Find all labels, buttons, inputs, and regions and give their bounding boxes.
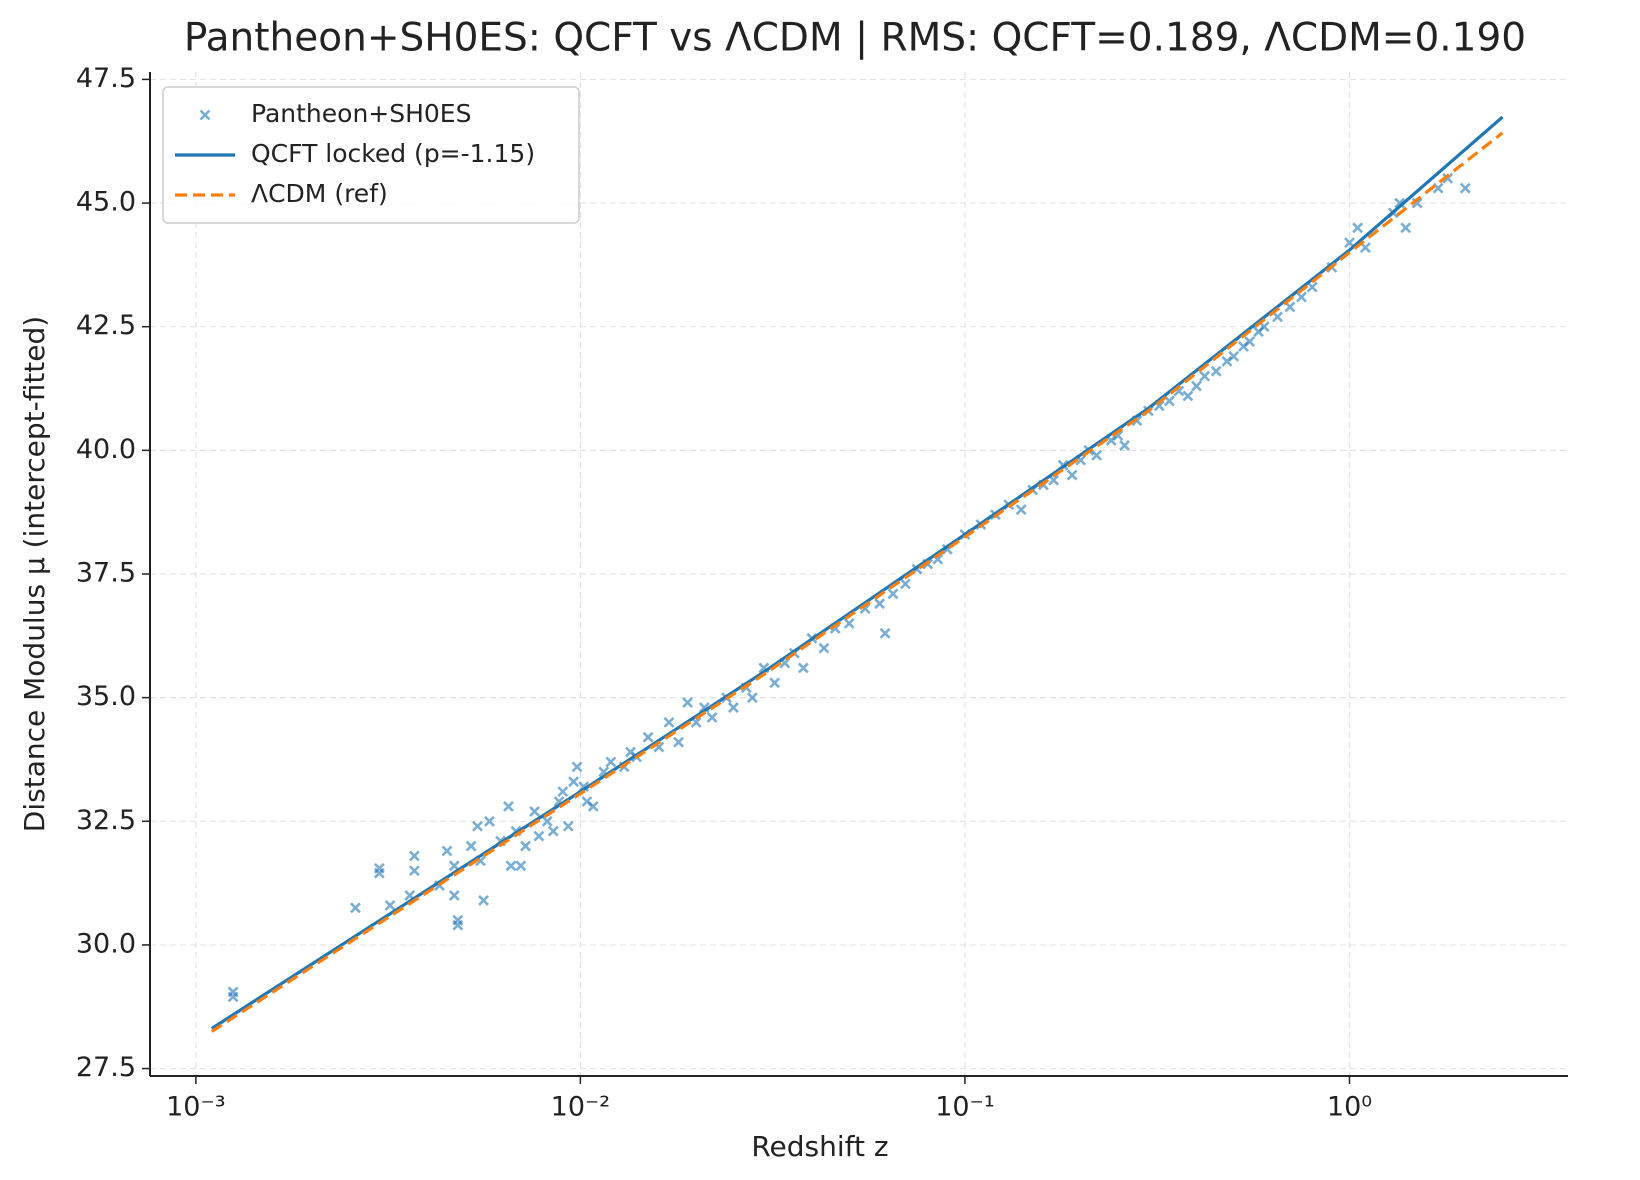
data-point — [887, 588, 899, 600]
data-point — [1066, 469, 1078, 481]
data-point — [478, 895, 489, 906]
data-point — [1272, 311, 1283, 323]
legend-marker — [199, 109, 211, 121]
data-point — [529, 805, 540, 817]
y-tick-label: 40.0 — [76, 434, 136, 465]
data-point — [541, 815, 553, 827]
data-point — [1359, 242, 1371, 253]
y-tick-label: 32.5 — [76, 805, 136, 836]
data-point — [408, 865, 420, 877]
data-point — [1191, 380, 1202, 392]
y-tick-label: 30.0 — [76, 928, 136, 959]
data-point — [568, 776, 579, 788]
data-point — [503, 801, 514, 812]
data-point — [520, 840, 531, 852]
data-point — [1228, 350, 1240, 362]
data-point — [1306, 281, 1318, 293]
data-point — [505, 860, 517, 872]
data-point — [557, 786, 569, 798]
data-point — [746, 692, 758, 704]
data-point — [797, 662, 809, 674]
data-point — [818, 642, 830, 654]
data-point — [1091, 449, 1103, 461]
data-point — [1394, 197, 1406, 209]
data-point — [547, 825, 559, 837]
data-point — [1015, 504, 1027, 516]
data-point — [562, 820, 574, 832]
y-tick-label: 45.0 — [76, 187, 136, 218]
data-point — [1244, 336, 1256, 347]
data-point — [727, 702, 739, 713]
data-point — [1199, 370, 1211, 382]
legend-box — [162, 86, 580, 224]
data-point — [587, 801, 599, 812]
data-point — [227, 991, 239, 1003]
x-tick-label: 10⁰ — [1327, 1092, 1372, 1123]
data-point — [1400, 222, 1412, 234]
data-point — [448, 890, 460, 901]
data-point — [1182, 390, 1194, 402]
data-point — [642, 731, 654, 743]
data-point — [879, 627, 891, 639]
data-point — [874, 598, 886, 610]
data-point — [533, 830, 545, 842]
y-tick-label: 35.0 — [76, 681, 136, 712]
data-point — [1296, 291, 1307, 303]
data-point — [1284, 301, 1296, 313]
data-point — [673, 736, 684, 748]
data-point — [1459, 182, 1471, 194]
data-point — [1210, 365, 1222, 377]
data-point — [899, 578, 911, 590]
y-tick-label: 37.5 — [76, 558, 136, 589]
data-point — [472, 820, 483, 832]
x-tick-label: 10⁻³ — [166, 1092, 225, 1123]
x-tick-label: 10⁻¹ — [935, 1092, 994, 1123]
x-axis-label: Redshift z — [751, 1130, 888, 1163]
x-tick-label: 10⁻² — [551, 1092, 610, 1123]
data-point — [571, 761, 583, 773]
chart-title: Pantheon+SH0ES: QCFT vs ΛCDM | RMS: QCFT… — [184, 16, 1526, 61]
data-point — [452, 919, 464, 931]
data-point — [769, 677, 781, 689]
legend-label: QCFT locked (p=-1.15) — [251, 139, 535, 168]
data-point — [349, 902, 361, 914]
data-point — [1221, 355, 1233, 367]
data-point — [408, 850, 420, 862]
data-point — [706, 712, 718, 723]
legend-label: Pantheon+SH0ES — [251, 99, 471, 128]
y-tick-label: 27.5 — [76, 1052, 136, 1083]
data-point — [441, 845, 453, 857]
data-point — [384, 899, 396, 911]
data-point — [515, 860, 527, 872]
legend-label: ΛCDM (ref) — [251, 179, 388, 208]
data-point — [663, 716, 675, 728]
data-point — [373, 867, 385, 879]
y-axis-label: Distance Modulus μ (intercept-fitted) — [18, 316, 51, 832]
data-point — [1119, 439, 1130, 451]
data-point — [682, 697, 694, 709]
series-line — [210, 131, 1504, 1033]
y-tick-label: 47.5 — [76, 63, 136, 94]
data-point — [1432, 182, 1444, 194]
data-point — [605, 756, 617, 768]
data-point — [465, 840, 477, 852]
y-tick-label: 42.5 — [76, 310, 136, 341]
data-point — [1352, 222, 1364, 234]
data-point — [1442, 172, 1454, 184]
legend: Pantheon+SH0ES QCFT locked (p=-1.15) ΛCDM … — [162, 86, 580, 224]
data-point — [843, 618, 855, 629]
data-point — [483, 815, 495, 827]
series-line — [210, 115, 1504, 1030]
